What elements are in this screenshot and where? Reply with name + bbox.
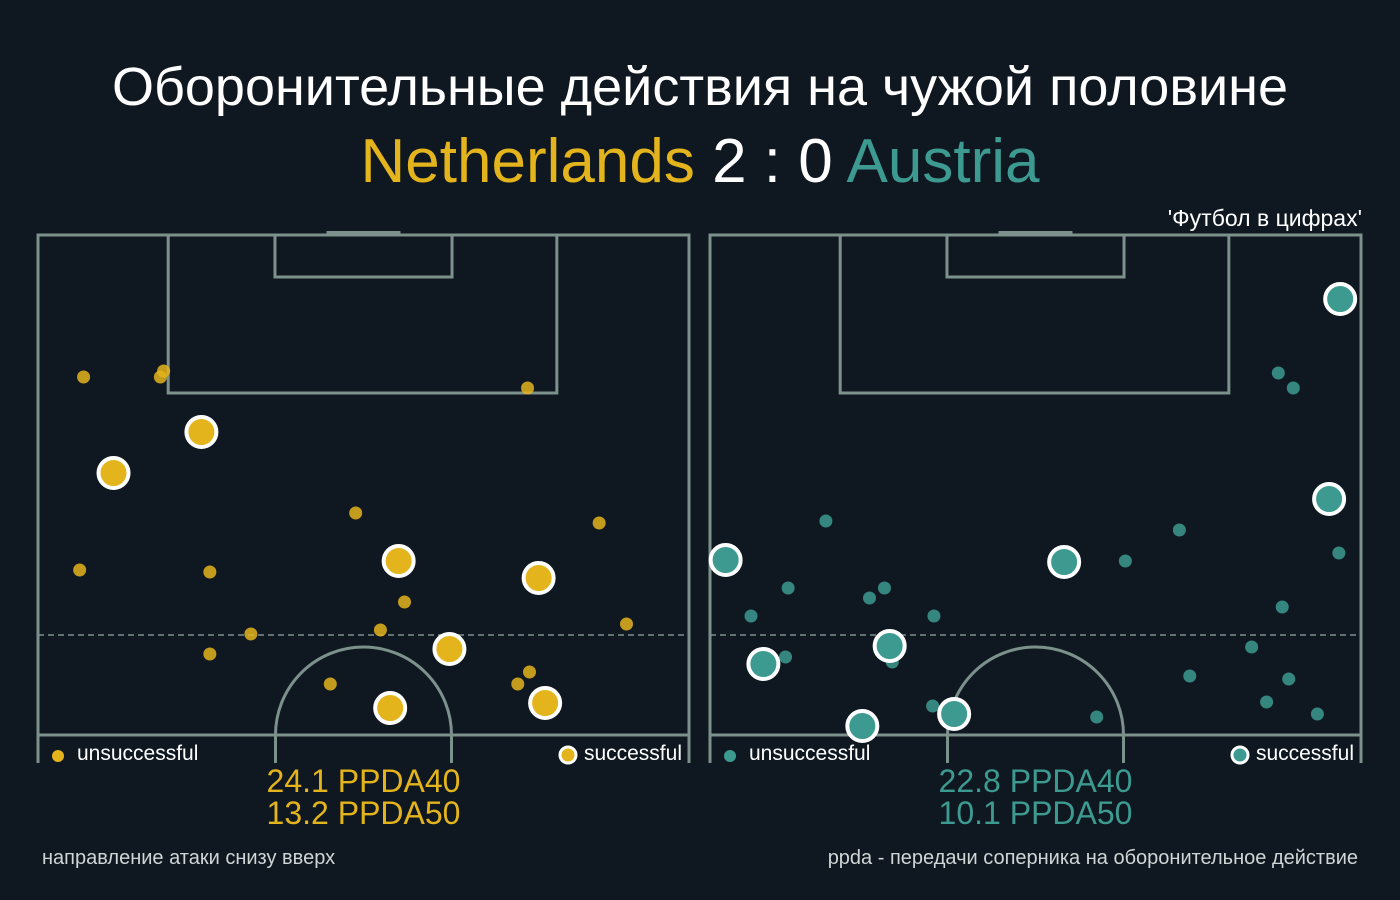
successful-action-point bbox=[432, 632, 467, 666]
unsuccessful-action-point bbox=[779, 650, 793, 664]
match-scoreline: Netherlands 2 : 0 Austria bbox=[361, 127, 1040, 196]
successful-action-point bbox=[1323, 282, 1358, 316]
unsuccessful-action-point bbox=[744, 609, 758, 623]
legend-successful-marker bbox=[1230, 745, 1250, 765]
legend-successful-label: successful bbox=[584, 742, 682, 765]
pitch-lines bbox=[36, 231, 691, 763]
unsuccessful-action-point bbox=[157, 364, 171, 378]
unsuccessful-action-point bbox=[349, 506, 363, 520]
unsuccessful-action-point bbox=[819, 514, 833, 528]
legend-unsuccessful-marker bbox=[52, 750, 64, 762]
unsuccessful-action-point bbox=[1275, 600, 1289, 614]
successful-action-point bbox=[1047, 545, 1082, 579]
unsuccessful-action-point bbox=[77, 370, 91, 384]
successful-action-point bbox=[96, 456, 131, 490]
unsuccessful-action-point bbox=[73, 563, 87, 577]
successful-action-point bbox=[1312, 482, 1347, 516]
successful-action-point bbox=[845, 709, 880, 743]
unsuccessful-action-point bbox=[927, 609, 941, 623]
successful-action-point bbox=[184, 415, 219, 449]
ppda40-value: 22.8 PPDA40 bbox=[939, 763, 1133, 799]
unsuccessful-action-point bbox=[1271, 366, 1285, 380]
unsuccessful-action-point bbox=[781, 581, 795, 595]
unsuccessful-points bbox=[73, 364, 634, 691]
unsuccessful-action-point bbox=[1172, 523, 1186, 537]
pitch-austria: unsuccessful successful 22.8 PPDA40 10.1… bbox=[708, 231, 1363, 831]
successful-action-point bbox=[872, 629, 907, 663]
unsuccessful-action-point bbox=[373, 623, 387, 637]
unsuccessful-action-point bbox=[511, 677, 525, 691]
unsuccessful-action-point bbox=[1286, 381, 1300, 395]
unsuccessful-action-point bbox=[592, 516, 606, 530]
unsuccessful-action-point bbox=[1332, 546, 1346, 560]
legend-successful-marker bbox=[558, 745, 578, 765]
source-label: 'Футбол в цифрах' bbox=[1168, 205, 1362, 231]
goal bbox=[998, 231, 1073, 235]
unsuccessful-action-point bbox=[620, 617, 634, 631]
successful-points bbox=[708, 282, 1358, 743]
pitch-lines bbox=[708, 231, 1363, 763]
goal bbox=[326, 231, 401, 235]
unsuccessful-action-point bbox=[862, 591, 876, 605]
unsuccessful-action-point bbox=[1245, 640, 1259, 654]
successful-action-point bbox=[746, 647, 781, 681]
successful-points bbox=[96, 415, 563, 725]
successful-action-point bbox=[528, 686, 563, 720]
match-score: 2 : 0 bbox=[712, 127, 833, 196]
unsuccessful-action-point bbox=[926, 699, 940, 713]
touchline-and-goal-line bbox=[36, 233, 691, 763]
unsuccessful-action-point bbox=[523, 665, 537, 679]
unsuccessful-action-point bbox=[521, 381, 535, 395]
legend: unsuccessful successful bbox=[724, 742, 1354, 765]
legend: unsuccessful successful bbox=[52, 742, 682, 765]
successful-action-point bbox=[373, 691, 408, 725]
penalty-area bbox=[838, 235, 1231, 395]
ppda40-value: 24.1 PPDA40 bbox=[267, 763, 461, 799]
ppda50-value: 10.1 PPDA50 bbox=[939, 795, 1133, 831]
unsuccessful-action-point bbox=[398, 595, 412, 609]
unsuccessful-action-point bbox=[1118, 554, 1132, 568]
legend-unsuccessful-label: unsuccessful bbox=[77, 742, 198, 765]
unsuccessful-action-point bbox=[244, 627, 258, 641]
center-circle bbox=[946, 645, 1125, 763]
attack-direction-note: направление атаки снизу вверх bbox=[42, 847, 335, 869]
unsuccessful-action-point bbox=[203, 647, 217, 661]
successful-action-point bbox=[708, 543, 743, 577]
legend-unsuccessful-marker bbox=[724, 750, 736, 762]
center-circle bbox=[274, 645, 453, 763]
unsuccessful-points bbox=[744, 366, 1346, 724]
ppda-definition-note: ppda - передачи соперника на оборонитель… bbox=[828, 847, 1358, 869]
penalty-area bbox=[166, 235, 559, 395]
successful-action-point bbox=[937, 697, 972, 731]
touchline-and-goal-line bbox=[708, 233, 1363, 763]
unsuccessful-action-point bbox=[877, 581, 891, 595]
goal-area bbox=[273, 235, 454, 279]
unsuccessful-action-point bbox=[1310, 707, 1324, 721]
unsuccessful-action-point bbox=[323, 677, 337, 691]
successful-action-point bbox=[381, 544, 416, 578]
unsuccessful-action-point bbox=[1183, 669, 1197, 683]
successful-action-point bbox=[521, 561, 556, 595]
home-team-name: Netherlands bbox=[361, 127, 695, 196]
unsuccessful-action-point bbox=[203, 565, 217, 579]
goal-area bbox=[945, 235, 1126, 279]
pitch-netherlands: unsuccessful successful 24.1 PPDA40 13.2… bbox=[36, 231, 691, 831]
unsuccessful-action-point bbox=[1260, 695, 1274, 709]
unsuccessful-action-point bbox=[1282, 672, 1296, 686]
legend-successful-label: successful bbox=[1256, 742, 1354, 765]
ppda50-value: 13.2 PPDA50 bbox=[267, 795, 461, 831]
unsuccessful-action-point bbox=[1090, 710, 1104, 724]
away-team-name: Austria bbox=[847, 127, 1040, 196]
legend-unsuccessful-label: unsuccessful bbox=[749, 742, 870, 765]
chart-title: Оборонительные действия на чужой половин… bbox=[112, 57, 1288, 117]
